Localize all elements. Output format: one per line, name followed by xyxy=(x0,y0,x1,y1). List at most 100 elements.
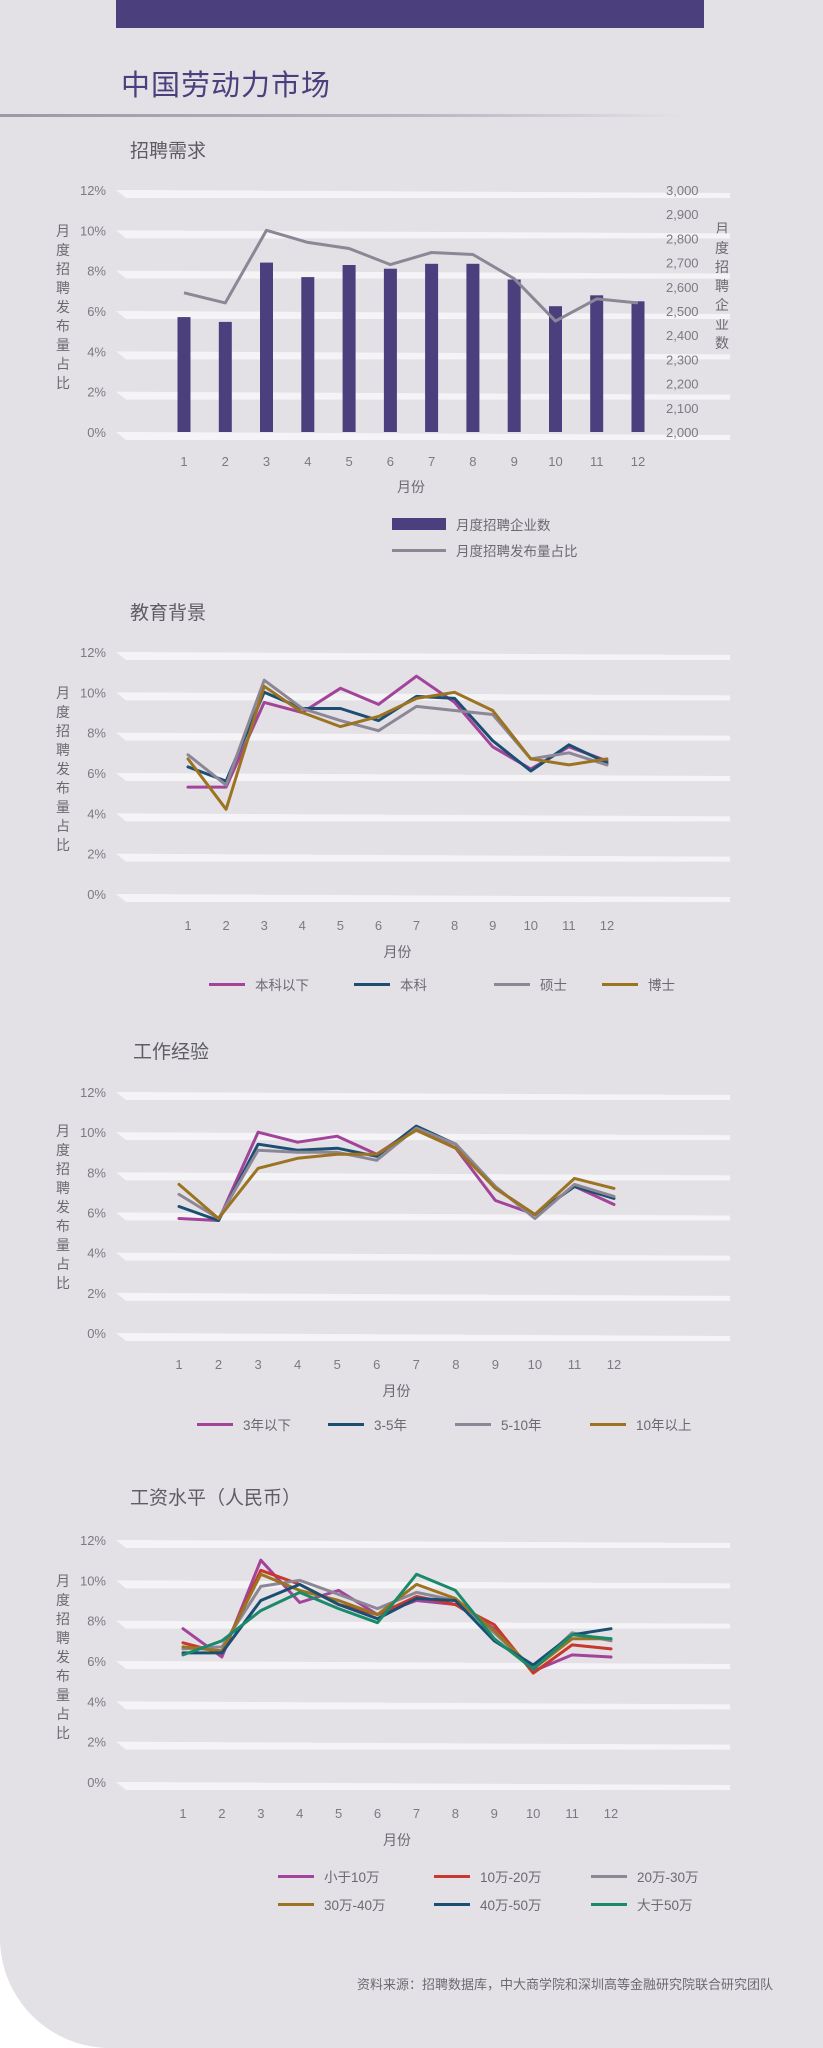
legend-swatch xyxy=(278,1902,314,1906)
gridline xyxy=(116,1333,730,1341)
x-tick-label: 2 xyxy=(215,1357,222,1372)
x-tick-label: 1 xyxy=(179,1806,186,1821)
x-tick-label: 11 xyxy=(590,454,604,469)
x-tick-label: 12 xyxy=(604,1806,618,1821)
chart-legend: 本科以下 本科 硕士 博士 xyxy=(0,972,823,1002)
legend-label: 5-10年 xyxy=(501,1418,542,1433)
legend-label: 3-5年 xyxy=(374,1418,408,1433)
legend-item: 20万-30万 xyxy=(591,1866,699,1886)
legend-label: 30万-40万 xyxy=(324,1898,386,1913)
gridline xyxy=(116,813,730,822)
y-tick-label: 12% xyxy=(80,1533,106,1548)
y-tick-label: 0% xyxy=(87,1326,106,1341)
x-tick-label: 12 xyxy=(600,918,614,933)
y-tick-label: 10% xyxy=(80,223,106,238)
series-line xyxy=(186,678,609,787)
x-tick-label: 7 xyxy=(413,918,420,933)
legend-item: 10万-20万 xyxy=(434,1866,542,1886)
y-axis-label-right: 月度招聘企业数 xyxy=(715,221,729,351)
bar xyxy=(342,265,356,432)
legend-swatch xyxy=(209,982,245,986)
gridline xyxy=(116,432,730,440)
y2-tick-label: 2,200 xyxy=(666,377,699,392)
y-tick-label: 12% xyxy=(80,645,106,660)
x-tick-label: 12 xyxy=(607,1357,621,1372)
x-tick-label: 10 xyxy=(526,1806,540,1821)
gridline xyxy=(116,1620,730,1629)
gridline xyxy=(116,732,730,741)
y-tick-label: 0% xyxy=(87,425,106,440)
x-tick-label: 5 xyxy=(337,918,344,933)
gridline xyxy=(116,1252,730,1261)
y-tick-label: 2% xyxy=(87,385,106,400)
y-axis-label-left: 月度招聘发布量占比 xyxy=(56,1573,70,1741)
legend-label: 月度招聘发布量占比 xyxy=(456,544,578,559)
y-tick-label: 6% xyxy=(87,1654,106,1669)
y2-tick-label: 2,100 xyxy=(666,401,699,416)
gridline xyxy=(116,270,730,279)
bar xyxy=(507,279,521,432)
bar xyxy=(301,277,315,432)
x-tick-label: 8 xyxy=(469,454,476,469)
x-tick-label: 8 xyxy=(451,918,458,933)
series-line xyxy=(186,684,609,811)
legend-label: 硕士 xyxy=(540,978,567,993)
legend-item: 30万-40万 xyxy=(278,1894,386,1914)
bar xyxy=(260,262,273,432)
series-line xyxy=(181,1572,613,1671)
y-tick-label: 2% xyxy=(87,847,106,862)
y-tick-label: 4% xyxy=(87,806,106,821)
x-axis-label: 月份 xyxy=(383,1832,411,1848)
x-tick-label: 2 xyxy=(222,454,229,469)
legend-label: 3年以下 xyxy=(243,1418,292,1433)
x-tick-label: 9 xyxy=(489,918,496,933)
chart-legend: 月度招聘企业数月度招聘发布量占比 xyxy=(0,504,823,564)
y-tick-label: 4% xyxy=(87,1694,106,1709)
title-divider xyxy=(0,114,690,117)
x-tick-label: 6 xyxy=(387,454,394,469)
x-axis-label: 月份 xyxy=(383,1383,411,1399)
x-tick-label: 4 xyxy=(304,454,311,469)
y-tick-label: 6% xyxy=(87,766,106,781)
x-tick-label: 3 xyxy=(263,454,270,469)
y-tick-label: 8% xyxy=(87,264,106,279)
bar xyxy=(218,321,232,432)
legend-swatch xyxy=(278,1874,314,1878)
x-tick-label: 2 xyxy=(218,1806,225,1821)
legend-label: 本科以下 xyxy=(255,978,309,993)
y-axis-label-left: 月度招聘发布量占比 xyxy=(56,685,70,853)
y2-tick-label: 2,300 xyxy=(666,352,699,367)
y2-tick-label: 3,000 xyxy=(666,183,699,198)
legend-item: 本科 xyxy=(354,974,427,994)
gridline xyxy=(116,652,730,660)
legend-label: 博士 xyxy=(648,978,675,993)
x-tick-label: 11 xyxy=(562,918,576,933)
y-tick-label: 4% xyxy=(87,1246,106,1261)
legend-swatch xyxy=(197,1422,233,1426)
y-tick-label: 8% xyxy=(87,726,106,741)
legend-item: 小于10万 xyxy=(278,1866,380,1886)
legend-item: 月度招聘企业数 xyxy=(392,514,551,534)
bar xyxy=(177,317,191,432)
legend-label: 月度招聘企业数 xyxy=(456,518,551,533)
gridline xyxy=(116,190,730,198)
gridline xyxy=(116,1212,730,1221)
x-tick-label: 12 xyxy=(631,454,645,469)
legend-swatch xyxy=(434,1874,470,1878)
x-tick-label: 7 xyxy=(413,1806,420,1821)
chart-title: 工资水平（人民币） xyxy=(130,1488,302,1509)
legend-label: 40万-50万 xyxy=(480,1898,542,1913)
x-tick-label: 4 xyxy=(299,918,306,933)
x-tick-label: 11 xyxy=(565,1806,579,1821)
x-tick-label: 7 xyxy=(413,1357,420,1372)
y-tick-label: 12% xyxy=(80,183,106,198)
chart-title: 招聘需求 xyxy=(130,141,207,162)
chart-plot-area: 0% 2% 4% 6% 8% 10% 12% 2,000 2,100 2,200 2,300 2,40… xyxy=(80,183,730,495)
x-tick-label: 9 xyxy=(491,1806,498,1821)
legend-item: 大于50万 xyxy=(591,1894,693,1914)
x-tick-label: 5 xyxy=(334,1357,341,1372)
y-tick-label: 2% xyxy=(87,1735,106,1750)
x-tick-label: 3 xyxy=(261,918,268,933)
x-tick-label: 3 xyxy=(257,1806,264,1821)
